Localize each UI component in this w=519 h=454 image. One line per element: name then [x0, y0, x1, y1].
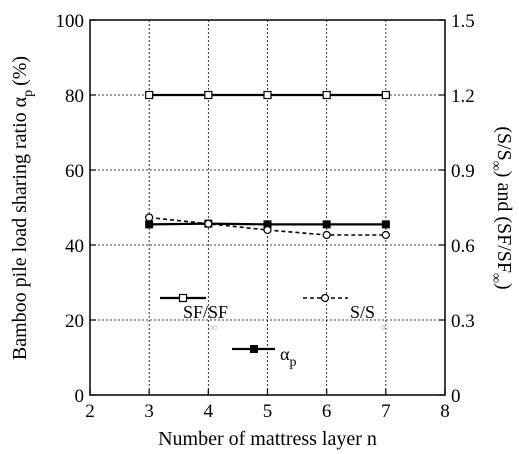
data-point-2	[204, 219, 213, 228]
legend-sf-sub: ∞	[209, 320, 218, 334]
y-right-title-c: )	[493, 283, 515, 290]
x-tick-label: 8	[440, 401, 450, 422]
y-right-tick-label: 1.2	[451, 86, 475, 107]
y-right-tick-label: 0.9	[451, 161, 475, 182]
data-point-2	[145, 213, 154, 222]
data-point-1	[322, 220, 331, 229]
y-right-tick-label: 1.5	[451, 11, 475, 32]
legend: SF/SF∞S/S∞αp	[160, 293, 389, 370]
data-point-1	[381, 220, 390, 229]
series-line-2	[149, 216, 386, 236]
legend-alpha-label-main: α	[280, 344, 290, 364]
x-tick-label: 4	[204, 401, 214, 422]
legend-sf-label: SF/SF	[183, 302, 228, 322]
series-0	[145, 90, 390, 100]
y-left-tick-label: 40	[65, 236, 84, 257]
svg-text:Bamboo pile load sharing ratio: Bamboo pile load sharing ratio αp (%)	[9, 56, 36, 360]
series	[145, 90, 390, 240]
data-point-0	[381, 90, 390, 100]
x-tick-label: 5	[263, 401, 273, 422]
data-point-2	[322, 230, 331, 240]
legend-alpha-sub: p	[289, 355, 296, 370]
y-left-tick-label: 0	[75, 386, 85, 407]
x-tick-label: 3	[144, 401, 154, 422]
data-point-0	[322, 90, 331, 100]
y-left-tick-label: 20	[65, 311, 84, 332]
legend-sf-marker	[178, 293, 188, 303]
data-point-2	[263, 225, 272, 235]
y-right-title-a: (S/S	[493, 126, 515, 160]
data-point-0	[263, 90, 272, 100]
y-right-title-sub-a: ∞	[488, 161, 503, 171]
y-left-tick-label: 80	[65, 86, 84, 107]
legend-alpha-marker	[250, 345, 258, 353]
legend-alpha-label: αp	[280, 344, 296, 370]
x-tick-label: 2	[85, 401, 95, 422]
y-right-tick-label: 0.3	[451, 311, 475, 332]
y-right-title-sub-b: ∞	[488, 273, 503, 283]
series-2	[145, 213, 390, 240]
y-right-axis-title: (S/S∞) and (SF/SF∞)	[488, 126, 515, 289]
x-tick-label: 6	[322, 401, 332, 422]
y-left-title-main: Bamboo pile load sharing ratio α	[9, 96, 31, 360]
legend-ss-sub: ∞	[380, 320, 389, 334]
x-tick-label: 7	[381, 401, 391, 422]
data-point-0	[145, 90, 154, 100]
y-left-title-sub: p	[21, 90, 36, 97]
data-point-0	[204, 90, 213, 100]
legend-ss-marker	[320, 293, 330, 303]
y-right-title-b: ) and (SF/SF	[493, 171, 515, 273]
y-left-axis-title: Bamboo pile load sharing ratio αp (%)	[9, 56, 36, 360]
y-left-title-unit: (%)	[9, 56, 31, 86]
y-right-tick-label: 0.6	[451, 236, 475, 257]
data-point-2	[381, 230, 390, 240]
y-left-tick-label: 60	[65, 161, 84, 182]
x-axis-title: Number of mattress layer n	[158, 428, 377, 450]
y-left-tick-label: 100	[56, 11, 85, 32]
y-right-tick-label: 0	[451, 386, 461, 407]
svg-text:(S/S∞) and (SF/SF∞): (S/S∞) and (SF/SF∞)	[488, 126, 515, 289]
data-point-1	[145, 220, 154, 229]
legend-ss-label: S/S	[350, 302, 375, 322]
